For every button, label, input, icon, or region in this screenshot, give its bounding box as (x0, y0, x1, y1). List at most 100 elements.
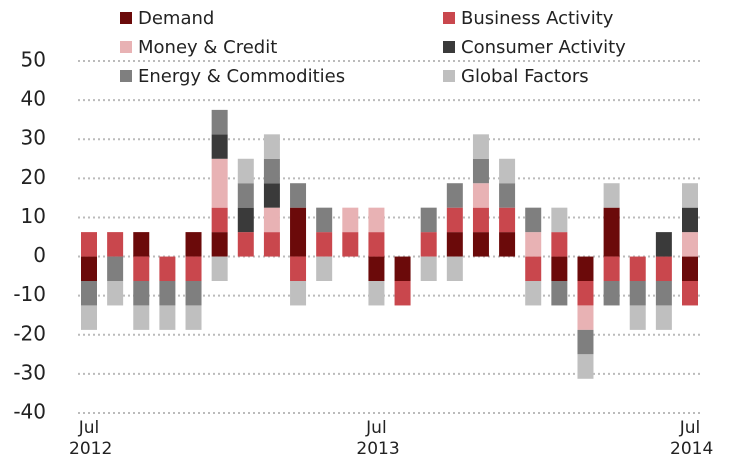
bar-segment (682, 232, 698, 257)
legend-label: Global Factors (461, 66, 589, 87)
bar-segment (577, 329, 594, 355)
bar-segment (525, 232, 542, 257)
bar-segment (420, 232, 437, 257)
y-tick-label: 0 (33, 243, 46, 267)
bar-segment (551, 281, 568, 306)
bar-segment (551, 207, 568, 233)
bar-segment (577, 354, 594, 379)
bar-segment (446, 232, 463, 257)
y-tick-label: 50 (21, 48, 46, 72)
bar-segment (499, 232, 516, 257)
bar-segment (185, 232, 202, 257)
bar-segment (211, 256, 228, 281)
legend-label: Business Activity (461, 8, 614, 29)
legend-label: Consumer Activity (461, 37, 626, 58)
bar-segment (446, 256, 463, 281)
bar-segment (159, 305, 176, 330)
bar-segment (133, 232, 150, 257)
bar-segment (472, 183, 489, 208)
bar-segment (682, 256, 698, 281)
bar-segment (368, 281, 385, 306)
bar-segment (551, 256, 568, 281)
y-tick-label: -10 (13, 282, 46, 306)
bar-segment (81, 305, 97, 330)
bar-segment (603, 207, 620, 257)
bar-segment (629, 305, 646, 330)
bar-segment (316, 207, 333, 233)
bar-segment (290, 183, 307, 208)
bar-segment (603, 183, 620, 208)
bar-segment (263, 232, 280, 257)
bar-segment (211, 158, 228, 208)
bar-segment (682, 183, 698, 208)
bar-segment (237, 183, 254, 208)
x-tick-label: Jul 2012 (69, 418, 113, 459)
bar-segment (655, 232, 672, 257)
legend-swatch (120, 12, 132, 24)
bar-segment (655, 305, 672, 330)
bar-segment (629, 256, 646, 281)
bar-segment (263, 134, 280, 159)
bar-segment (682, 281, 698, 306)
y-tick-label: -30 (13, 360, 46, 384)
bar-segment (682, 207, 698, 233)
x-tick-label: Jul 2013 (356, 418, 400, 459)
bar-segment (499, 207, 516, 233)
bar-segment (185, 281, 202, 306)
bar-segment (237, 158, 254, 184)
bar-segment (655, 256, 672, 281)
y-tick-label: 20 (21, 165, 46, 189)
bar-segment (81, 256, 97, 281)
bar-segment (577, 256, 594, 281)
bar-segment (342, 232, 359, 257)
bar-segment (211, 109, 228, 135)
bar-segment (603, 281, 620, 306)
bar-segment (446, 183, 463, 208)
bar-segment (159, 281, 176, 306)
bar-segment (211, 134, 228, 159)
bar-segment (472, 207, 489, 233)
bar-segment (368, 207, 385, 233)
bar-segment (472, 232, 489, 257)
bar-segment (472, 134, 489, 159)
bar-segment (525, 207, 542, 233)
bar-segment (499, 158, 516, 184)
bar-segment (525, 281, 542, 306)
bar-segment (185, 256, 202, 281)
x-tick-label: Jul 2014 (670, 418, 714, 459)
bar-segment (133, 281, 150, 306)
bar-segment (655, 281, 672, 306)
bar-segment (499, 183, 516, 208)
bar-segment (107, 232, 124, 257)
legend-label: Demand (138, 8, 214, 29)
bar-segment (420, 256, 437, 281)
bar-segment (603, 256, 620, 281)
bar-segment (237, 232, 254, 257)
y-tick-label: 30 (21, 126, 46, 150)
y-tick-label: -40 (13, 400, 46, 424)
bar-segment (263, 183, 280, 208)
y-tick-label: 40 (21, 87, 46, 111)
bar-segment (577, 305, 594, 330)
bar-segment (525, 256, 542, 281)
bar-segment (577, 281, 594, 306)
bar-segment (290, 207, 307, 257)
bar-segment (263, 207, 280, 233)
legend-swatch (443, 12, 455, 24)
bar-segment (629, 281, 646, 306)
bar-segment (81, 281, 97, 306)
bar-segment (316, 232, 333, 257)
bar-segment (420, 207, 437, 233)
bar-segment (263, 158, 280, 184)
bar-segment (133, 305, 150, 330)
y-tick-label: 10 (21, 204, 46, 228)
bar-segment (342, 207, 359, 233)
legend-swatch (443, 41, 455, 53)
bar-segment (316, 256, 333, 281)
bar-segment (107, 281, 124, 306)
bar-segment (185, 305, 202, 330)
bar-segment (394, 256, 411, 281)
bar-segment (368, 232, 385, 257)
